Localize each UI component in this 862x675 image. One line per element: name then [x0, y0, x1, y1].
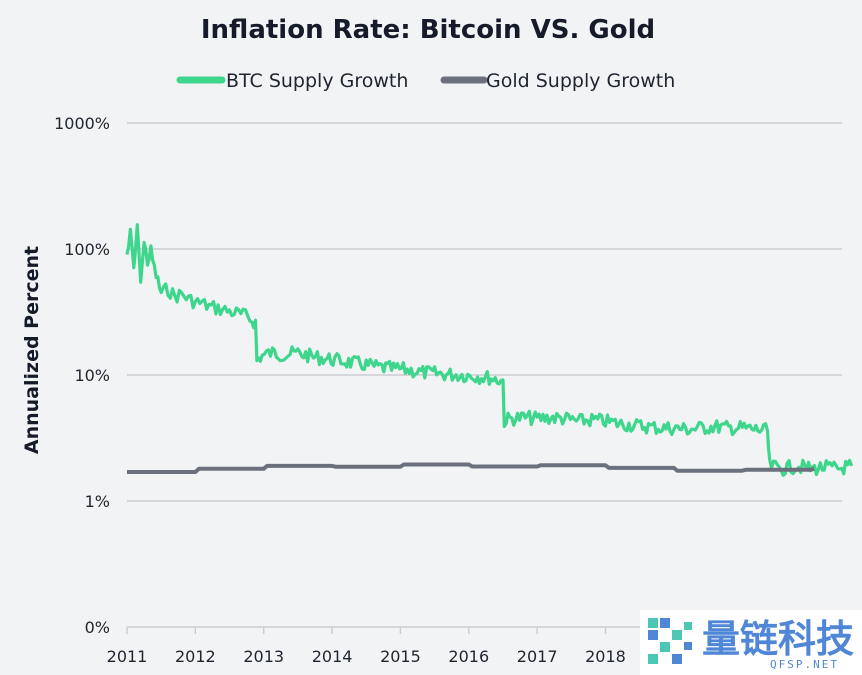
chart-title: Inflation Rate: Bitcoin VS. Gold [201, 15, 655, 45]
watermark-background [640, 610, 862, 675]
x-tick-label: 2014 [312, 647, 353, 666]
y-tick-label: 1000% [54, 114, 110, 133]
x-tick-label: 2017 [517, 647, 558, 666]
y-tick-labels: 0% 1% 10% 100% 1000% [54, 114, 110, 637]
x-tick-label: 2015 [380, 647, 421, 666]
series-layer [125, 223, 854, 477]
y-tick-label: 100% [64, 240, 110, 259]
x-tick-label: 2012 [175, 647, 216, 666]
series-line-btc [125, 223, 854, 477]
watermark-logo-icon [648, 618, 692, 664]
watermark: 量链科技 QFSP.NET [640, 610, 862, 675]
legend-label-gold: Gold Supply Growth [486, 70, 675, 92]
x-tick-label: 2018 [585, 647, 626, 666]
legend-label-btc: BTC Supply Growth [226, 70, 408, 92]
y-tick-label: 10% [74, 366, 110, 385]
legend: BTC Supply Growth Gold Supply Growth [176, 70, 675, 92]
x-tick-label: 2016 [448, 647, 489, 666]
x-tick-label: 2013 [243, 647, 284, 666]
watermark-en-text: QFSP.NET [770, 658, 839, 671]
y-tick-label: 1% [85, 492, 110, 511]
watermark-cn-text: 量链科技 [702, 617, 854, 661]
series-line-gold [127, 462, 815, 474]
y-axis-label: Annualized Percent [21, 246, 43, 454]
x-tick-label: 2011 [107, 647, 148, 666]
y-tick-label: 0% [85, 618, 110, 637]
